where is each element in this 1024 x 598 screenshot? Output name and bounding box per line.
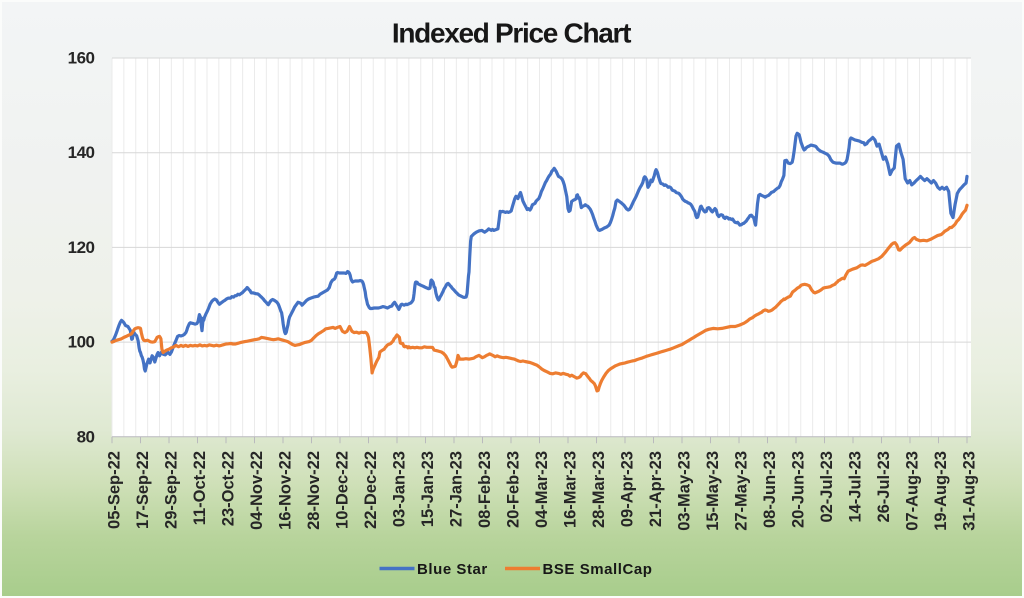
svg-text:11-Oct-22: 11-Oct-22 <box>191 451 209 525</box>
svg-text:08-Feb-23: 08-Feb-23 <box>476 451 494 528</box>
svg-text:31-Aug-23: 31-Aug-23 <box>961 451 979 531</box>
svg-text:02-Jul-23: 02-Jul-23 <box>818 451 836 523</box>
svg-text:120: 120 <box>68 238 95 257</box>
svg-text:Blue Star: Blue Star <box>417 561 488 578</box>
svg-text:22-Dec-22: 22-Dec-22 <box>362 451 380 529</box>
svg-text:BSE SmallCap: BSE SmallCap <box>543 561 653 578</box>
svg-text:15-May-23: 15-May-23 <box>704 451 722 531</box>
svg-text:03-May-23: 03-May-23 <box>676 451 694 531</box>
svg-text:20-Feb-23: 20-Feb-23 <box>505 451 523 528</box>
svg-text:09-Apr-23: 09-Apr-23 <box>619 451 637 527</box>
svg-text:16-Nov-22: 16-Nov-22 <box>277 451 295 530</box>
svg-text:04-Mar-23: 04-Mar-23 <box>533 451 551 528</box>
svg-text:27-May-23: 27-May-23 <box>733 451 751 531</box>
svg-text:14-Jul-23: 14-Jul-23 <box>847 451 865 523</box>
svg-text:08-Jun-23: 08-Jun-23 <box>761 451 779 528</box>
svg-text:17-Sep-22: 17-Sep-22 <box>134 451 152 529</box>
svg-text:27-Jan-23: 27-Jan-23 <box>448 451 466 527</box>
svg-text:04-Nov-22: 04-Nov-22 <box>248 451 266 530</box>
svg-text:10-Dec-22: 10-Dec-22 <box>334 451 352 529</box>
svg-text:160: 160 <box>68 49 95 68</box>
svg-text:100: 100 <box>68 333 95 352</box>
svg-text:05-Sep-22: 05-Sep-22 <box>106 451 124 529</box>
svg-text:15-Jan-23: 15-Jan-23 <box>419 451 437 527</box>
svg-text:28-Mar-23: 28-Mar-23 <box>590 451 608 528</box>
svg-text:21-Apr-23: 21-Apr-23 <box>647 451 665 527</box>
svg-text:19-Aug-23: 19-Aug-23 <box>932 451 950 531</box>
svg-text:29-Sep-22: 29-Sep-22 <box>163 451 181 529</box>
svg-text:28-Nov-22: 28-Nov-22 <box>305 451 323 530</box>
svg-text:Indexed Price Chart: Indexed Price Chart <box>392 18 631 49</box>
svg-text:23-Oct-22: 23-Oct-22 <box>220 451 238 526</box>
svg-text:26-Jul-23: 26-Jul-23 <box>875 451 893 523</box>
svg-text:80: 80 <box>77 427 95 446</box>
svg-text:16-Mar-23: 16-Mar-23 <box>562 451 580 528</box>
svg-text:07-Aug-23: 07-Aug-23 <box>904 451 922 531</box>
svg-text:140: 140 <box>68 143 95 162</box>
svg-text:03-Jan-23: 03-Jan-23 <box>391 451 409 527</box>
svg-text:20-Jun-23: 20-Jun-23 <box>790 451 808 528</box>
